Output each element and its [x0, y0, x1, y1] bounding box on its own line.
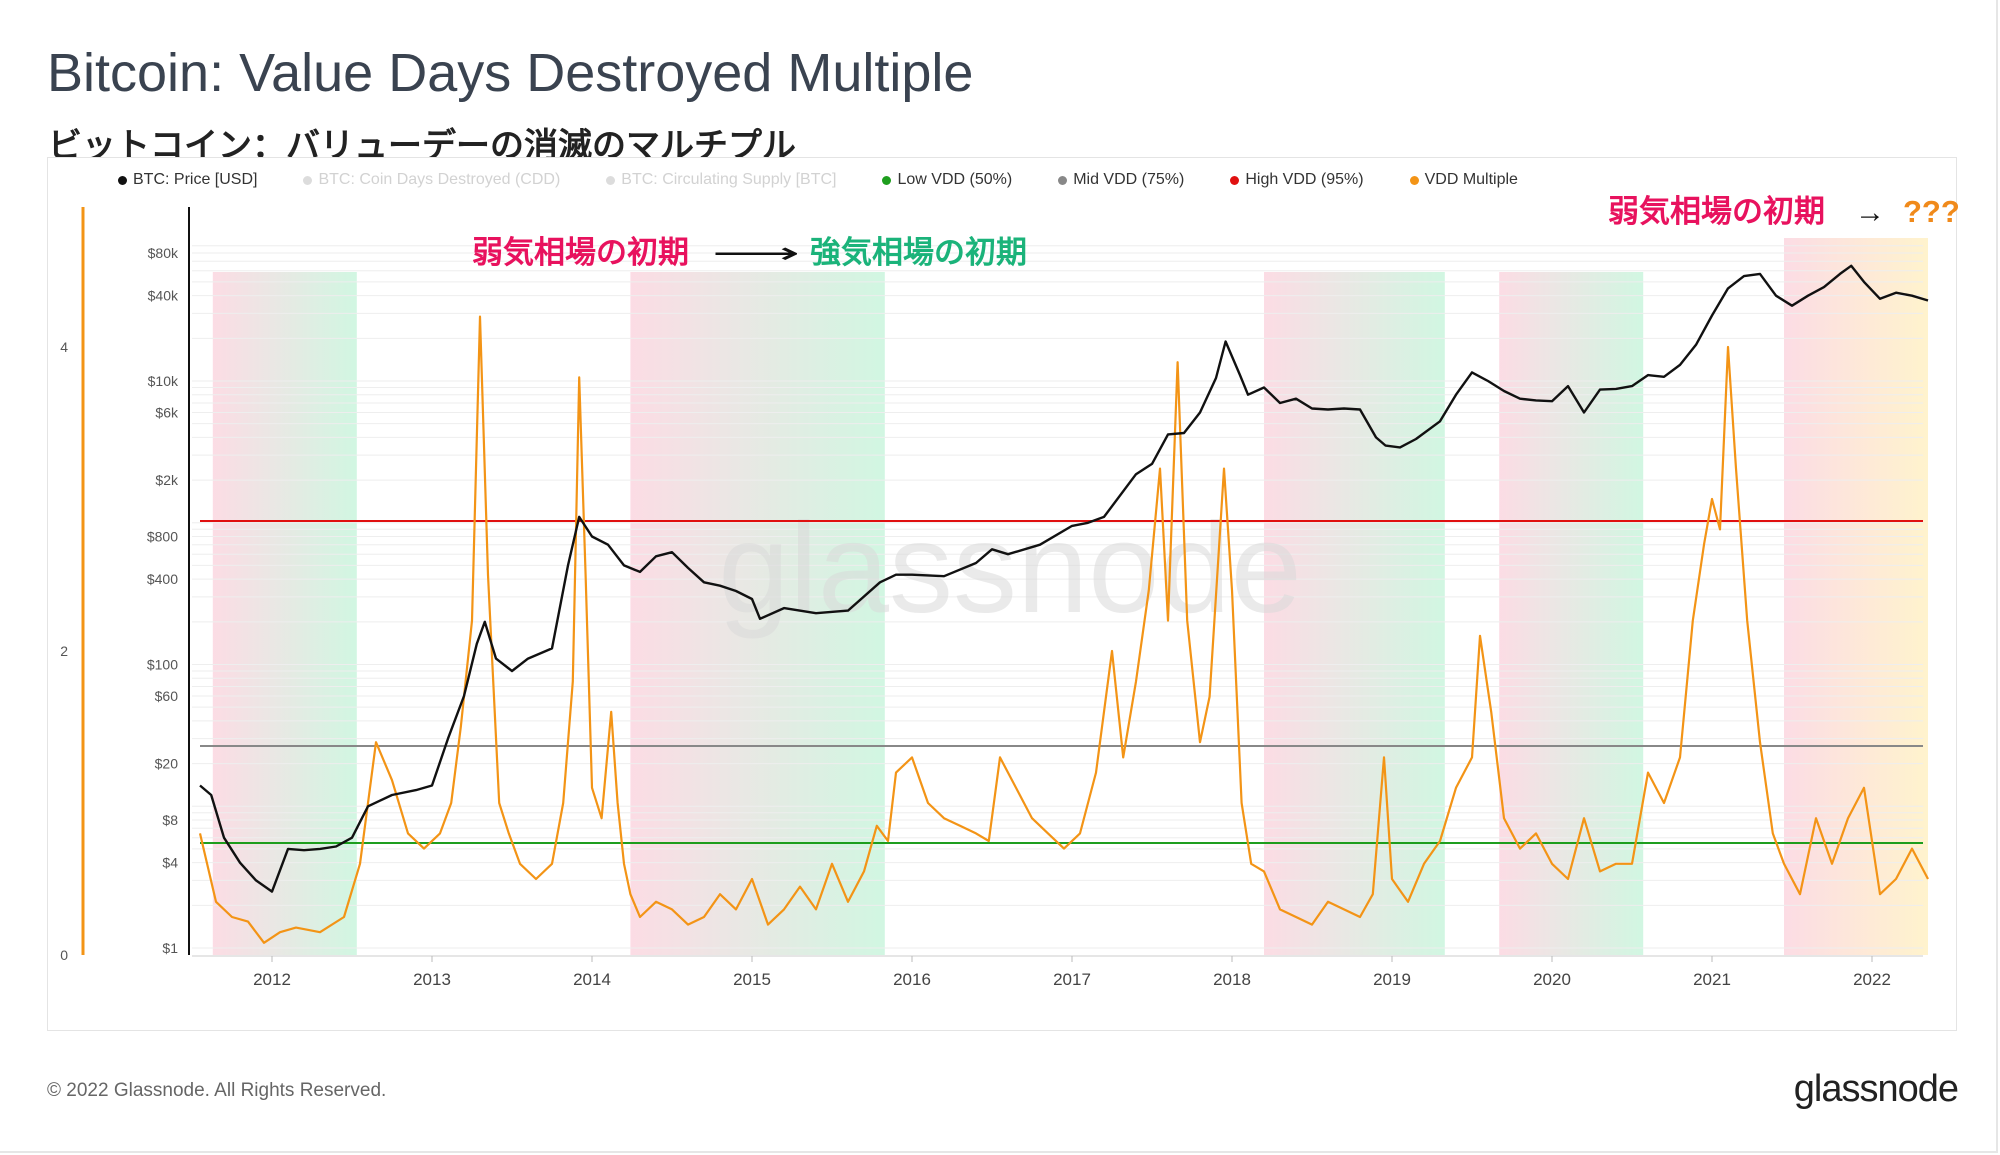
x-tick-label-8: 2020 — [1533, 970, 1571, 989]
regime-band-2 — [1264, 272, 1445, 955]
annotation-bull-early-1: 強気相場の初期 — [810, 235, 1027, 270]
left-tick-label-2: 4 — [60, 339, 68, 355]
legend-dot-2 — [606, 175, 616, 185]
legend-dot-6 — [1409, 175, 1419, 185]
x-tick-label-10: 2022 — [1853, 970, 1891, 989]
legend-label-2: BTC: Circulating Supply [BTC] — [621, 171, 837, 188]
legend-dot-5 — [1230, 175, 1240, 185]
regime-band-3 — [1499, 272, 1644, 955]
price-tick-label-9: $6k — [155, 404, 179, 420]
legend-item-0[interactable]: BTC: Price [USD] — [118, 171, 257, 189]
price-tick-label-11: $40k — [148, 288, 179, 304]
price-tick-label-7: $800 — [147, 528, 178, 544]
legend-item-1[interactable]: BTC: Coin Days Destroyed (CDD) — [303, 171, 560, 189]
legend-label-3: Low VDD (50%) — [897, 171, 1013, 188]
legend-item-5[interactable]: High VDD (95%) — [1230, 171, 1364, 189]
annotation-arrow-1: ⟶ — [712, 237, 800, 270]
series-lines — [198, 264, 1929, 944]
annotations: 弱気相場の初期 ⟶ 強気相場の初期 弱気相場の初期 → ??? — [472, 194, 1960, 270]
price-tick-label-2: $8 — [162, 812, 178, 828]
page-title: Bitcoin: Value Days Destroyed Multiple — [47, 43, 974, 103]
price-tick-label-8: $2k — [155, 472, 179, 488]
legend-dot-1 — [303, 175, 313, 185]
annotation-question: ??? — [1903, 194, 1960, 229]
price-tick-label-12: $80k — [148, 245, 179, 261]
legend-item-6[interactable]: VDD Multiple — [1409, 171, 1518, 189]
price-tick-label-5: $100 — [147, 657, 178, 673]
x-tick-label-3: 2015 — [733, 970, 771, 989]
glassnode-logo: glassnode — [1793, 1068, 1959, 1110]
price-tick-label-10: $10k — [148, 373, 179, 389]
legend-label-5: High VDD (95%) — [1245, 171, 1364, 188]
price-tick-label-3: $20 — [155, 756, 179, 772]
legend-item-2[interactable]: BTC: Circulating Supply [BTC] — [606, 171, 836, 189]
chart-legend: BTC: Price [USD] BTC: Coin Days Destroyed… — [118, 168, 1564, 192]
x-tick-label-2: 2014 — [573, 970, 611, 989]
legend-item-3[interactable]: Low VDD (50%) — [882, 171, 1012, 189]
x-tick-label-7: 2019 — [1373, 970, 1411, 989]
annotation-bear-early-2: 弱気相場の初期 — [1608, 194, 1825, 229]
x-tick-label-1: 2013 — [413, 970, 451, 989]
legend-label-4: Mid VDD (75%) — [1073, 171, 1185, 188]
legend-item-4[interactable]: Mid VDD (75%) — [1058, 171, 1184, 189]
x-tick-label-5: 2017 — [1053, 970, 1091, 989]
x-tick-label-6: 2018 — [1213, 970, 1251, 989]
annotation-arrow-2: → — [1855, 196, 1885, 229]
price-tick-label-1: $4 — [162, 855, 178, 871]
legend-label-6: VDD Multiple — [1424, 171, 1518, 188]
regime-band-0 — [212, 272, 357, 955]
price-tick-label-4: $60 — [155, 688, 179, 704]
btc-price-line — [199, 264, 1929, 893]
copyright-footer: © 2022 Glassnode. All Rights Reserved. — [47, 1080, 387, 1101]
legend-dot-3 — [882, 175, 892, 185]
legend-dot-0 — [118, 175, 127, 185]
x-tick-label-9: 2021 — [1693, 970, 1731, 989]
x-tick-label-4: 2016 — [893, 970, 931, 989]
legend-dot-4 — [1058, 175, 1068, 185]
left-tick-label-1: 2 — [60, 643, 68, 659]
legend-label-1: BTC: Coin Days Destroyed (CDD) — [318, 171, 561, 188]
legend-label-0: BTC: Price [USD] — [133, 171, 258, 188]
axes: 0 2 4 $1 $4 $8 $20 $60 $100 $400 $800 $2k $6k $10k $40… — [60, 207, 1923, 989]
left-tick-label-0: 0 — [60, 947, 68, 963]
price-tick-label-6: $400 — [147, 571, 178, 587]
price-tick-label-0: $1 — [162, 940, 178, 956]
x-tick-label-0: 2012 — [253, 970, 291, 989]
annotation-bear-early-1: 弱気相場の初期 — [472, 235, 689, 270]
vdd-multiple-line — [198, 315, 1929, 944]
